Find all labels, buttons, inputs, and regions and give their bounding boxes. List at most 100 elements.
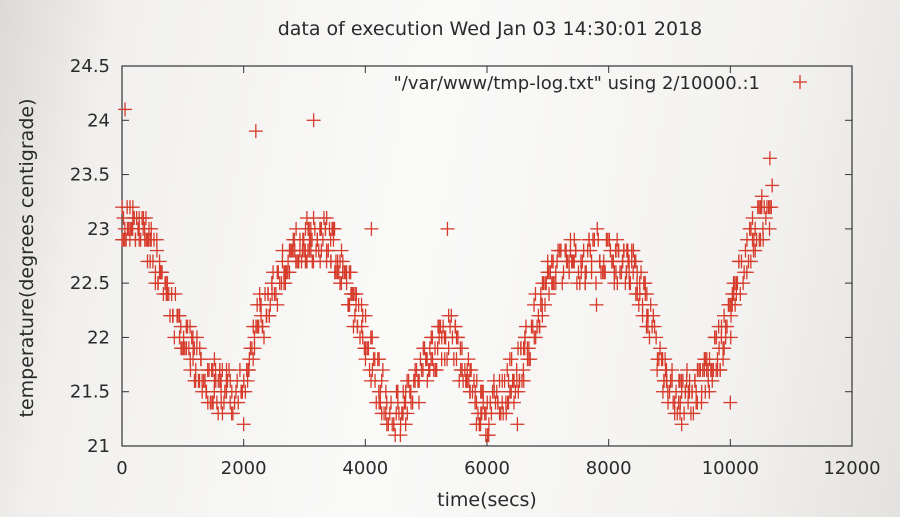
data-point — [403, 384, 418, 399]
data-point — [736, 276, 751, 291]
data-point — [528, 330, 543, 345]
y-tick-label: 21 — [87, 436, 110, 457]
data-point — [339, 276, 354, 291]
data-point — [282, 265, 297, 280]
y-tick-label: 22 — [87, 327, 110, 348]
data-point — [713, 363, 728, 377]
x-axis-label: time(secs) — [437, 489, 537, 511]
data-point — [555, 276, 570, 291]
data-point — [411, 395, 426, 410]
data-point — [238, 384, 253, 399]
data-point — [207, 352, 222, 367]
data-point — [374, 373, 389, 388]
data-point — [454, 341, 469, 356]
data-point — [183, 319, 198, 334]
data-point — [639, 287, 654, 301]
data-point — [262, 308, 277, 323]
data-point — [523, 352, 538, 367]
data-point — [440, 221, 455, 236]
data-point — [441, 341, 456, 356]
data-point — [118, 102, 133, 117]
data-point — [138, 211, 153, 225]
data-point — [241, 363, 256, 377]
data-point — [461, 352, 476, 367]
data-point — [583, 243, 598, 258]
data-point — [398, 417, 413, 432]
data-point — [481, 417, 496, 432]
data-point — [354, 319, 369, 334]
y-tick-label: 23 — [87, 219, 110, 240]
data-point — [255, 319, 270, 334]
data-point — [610, 232, 625, 247]
data-point — [658, 352, 673, 367]
data-point — [400, 406, 415, 421]
data-point — [306, 113, 321, 128]
x-axis: 0 2000 4000 6000 8000 10000 12000 — [116, 66, 881, 479]
data-point — [464, 363, 479, 377]
y-axis-label: temperature(degrees centigrade) — [16, 99, 38, 418]
data-point — [225, 406, 240, 421]
data-point — [448, 319, 463, 334]
x-tick-label: 0 — [116, 458, 127, 479]
data-point — [144, 221, 159, 236]
x-tick-label: 2000 — [221, 458, 267, 479]
data-point — [589, 297, 604, 312]
data-point — [634, 265, 649, 280]
data-point — [364, 221, 379, 236]
data-point — [194, 352, 209, 367]
data-point — [649, 330, 664, 345]
data-point — [762, 151, 777, 166]
data-point — [723, 330, 738, 345]
data-point — [647, 319, 662, 334]
data-point — [567, 232, 582, 247]
data-point — [516, 363, 531, 377]
y-tick-label: 24 — [87, 110, 110, 131]
data-point — [256, 330, 271, 345]
legend: "/var/www/tmp-log.txt" using 2/10000.:1 — [393, 73, 807, 94]
data-point — [429, 363, 444, 377]
data-point — [469, 373, 484, 388]
legend-label: "/var/www/tmp-log.txt" using 2/10000.:1 — [393, 73, 760, 94]
data-point — [626, 243, 641, 258]
data-point — [375, 363, 390, 377]
data-point — [236, 417, 251, 432]
x-tick-label: 12000 — [823, 458, 880, 479]
x-tick-label: 8000 — [586, 458, 632, 479]
y-axis: 21 21.5 22 22.5 23 23.5 24 24.5 — [70, 56, 852, 457]
data-point — [168, 287, 183, 301]
data-point — [758, 211, 773, 225]
x-tick-label: 6000 — [464, 458, 510, 479]
data-point — [717, 341, 732, 356]
data-point — [450, 330, 465, 345]
data-point — [504, 352, 519, 367]
data-point — [733, 287, 748, 301]
data-point — [521, 341, 536, 356]
data-point — [532, 319, 547, 334]
data-point — [765, 178, 780, 193]
data-point — [638, 276, 653, 291]
legend-symbol — [793, 75, 807, 89]
data-point — [268, 287, 283, 301]
x-tick-label: 4000 — [342, 458, 388, 479]
data-point — [248, 124, 263, 139]
data-point — [756, 232, 771, 247]
data-point — [723, 395, 738, 410]
data-point — [270, 297, 285, 312]
data-point — [748, 243, 763, 258]
data-point — [720, 319, 735, 334]
data-point — [674, 417, 689, 432]
data-point — [231, 395, 246, 410]
data-point — [743, 254, 758, 269]
data-point — [716, 352, 731, 367]
data-point — [499, 406, 514, 421]
y-tick-label: 21.5 — [70, 382, 110, 403]
data-point — [762, 221, 777, 236]
data-point — [334, 243, 349, 258]
data-point — [149, 232, 164, 247]
data-point — [361, 341, 376, 356]
chart-title: data of execution Wed Jan 03 14:30:01 20… — [278, 18, 703, 40]
data-point — [510, 417, 525, 432]
data-point — [739, 265, 754, 280]
data-point — [188, 363, 203, 377]
